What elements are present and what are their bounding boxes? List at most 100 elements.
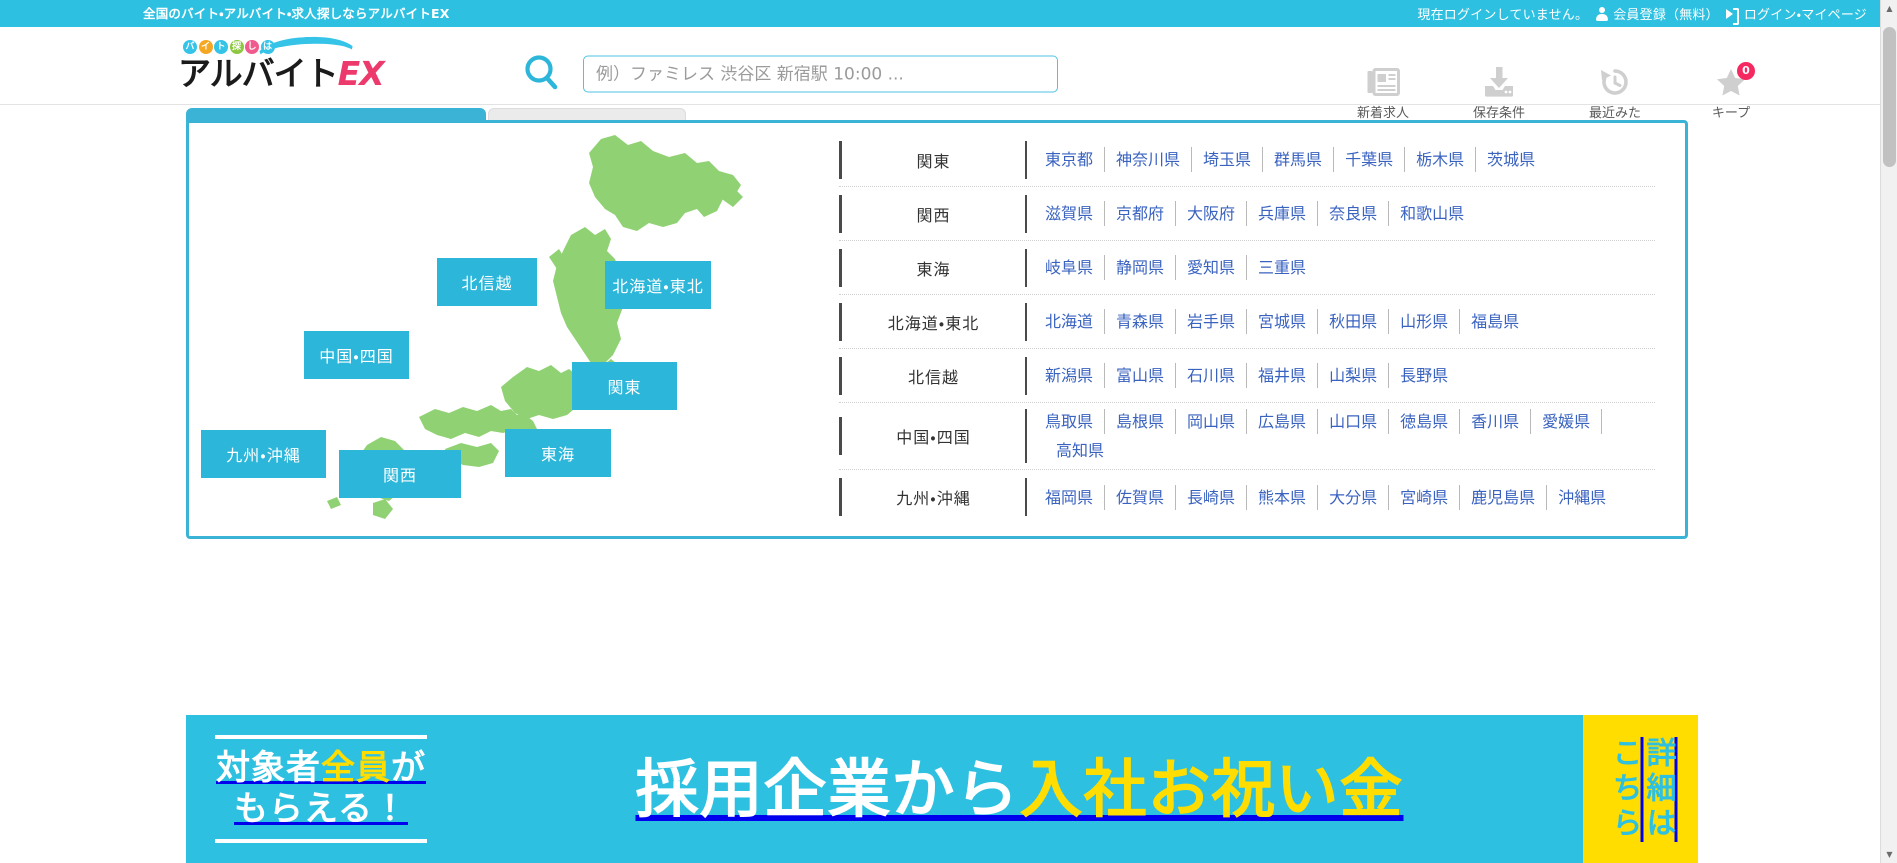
scroll-up-arrow[interactable]: ▲ [1886,4,1893,13]
map-label-kyushu-okinawa[interactable]: 九州・沖縄 [201,430,326,478]
tool-recently-viewed[interactable]: 最近みた [1579,65,1651,121]
prefecture-link[interactable]: 岐阜県 [1045,255,1106,280]
prefecture-link[interactable]: 大阪府 [1176,201,1248,226]
prefecture-link[interactable]: 広島県 [1247,409,1319,434]
prefecture-link[interactable]: 福島県 [1471,312,1520,331]
tool-new-jobs[interactable]: 新着求人 [1347,65,1419,121]
map-label-hokkaido-tohoku[interactable]: 北海道・東北 [605,261,711,309]
prefecture-link[interactable]: 高知県 [1056,441,1105,460]
register-link[interactable]: 会員登録（無料） [1595,4,1719,23]
prefecture-link[interactable]: 静岡県 [1105,255,1177,280]
prefecture-link[interactable]: 北海道 [1045,309,1106,334]
tool-label: 保存条件 [1472,106,1525,121]
logo-sub-char: バ [183,40,197,54]
prefecture-link[interactable]: 島根県 [1105,409,1177,434]
map-label-tokai[interactable]: 東海 [505,429,611,477]
site-tagline: 全国のバイト・アルバイト・求人探しならアルバイトEX [143,6,450,21]
region-name[interactable]: 関東 [839,140,1025,179]
region-name[interactable]: 北海道・東北 [839,302,1025,341]
logo-sub-char: 探 [229,40,244,54]
prefecture-link[interactable]: 岡山県 [1176,409,1248,434]
tab-active[interactable] [186,108,486,123]
prefecture-link[interactable]: 秋田県 [1318,309,1390,334]
area-search-panel: 北信越 北海道・東北 中国・四国 関東 東海 九州・沖縄 関西 関東 東京都 神… [186,120,1688,539]
prefecture-link[interactable]: 愛媛県 [1531,409,1603,434]
prefecture-link[interactable]: 奈良県 [1318,201,1390,226]
japan-map: 北信越 北海道・東北 中国・四国 関東 東海 九州・沖縄 関西 [189,123,829,536]
scroll-down-arrow[interactable]: ▼ [1886,850,1893,859]
prefecture-link[interactable]: 山梨県 [1318,363,1390,388]
prefecture-link[interactable]: 新潟県 [1045,363,1106,388]
logo-sub-char: し [245,40,259,54]
prefecture-link[interactable]: 石川県 [1176,363,1248,388]
prefecture-link[interactable]: 東京都 [1045,147,1106,172]
logo-sub-char: ト [214,40,228,54]
register-link-label: 会員登録（無料） [1613,8,1719,23]
map-label-text: 北信越 [461,274,513,293]
map-label-chugoku-shikoku[interactable]: 中国・四国 [304,331,409,379]
prefecture-link[interactable]: 佐賀県 [1105,484,1177,510]
prefecture-link[interactable]: 福井県 [1247,363,1319,388]
prefecture-link[interactable]: 滋賀県 [1045,201,1106,226]
scroll-thumb[interactable] [1883,27,1896,167]
region-name[interactable]: 中国・四国 [839,417,1025,455]
search-input[interactable] [583,55,1058,93]
prefecture-link[interactable]: 徳島県 [1389,409,1461,434]
map-label-hokushinetsu[interactable]: 北信越 [437,258,537,306]
prefecture-link[interactable]: 茨城県 [1487,150,1536,169]
prefecture-link[interactable]: 群馬県 [1263,147,1335,172]
prefecture-link[interactable]: 岩手県 [1176,309,1248,334]
prefecture-links: 東京都 神奈川県 埼玉県 群馬県 千葉県 栃木県 茨城県 [1025,140,1655,179]
logo-sub-char: は [260,40,275,54]
map-label-text: 東海 [540,445,575,464]
region-name[interactable]: 北信越 [839,356,1025,395]
prefecture-link[interactable]: 長崎県 [1176,484,1248,510]
prefecture-link[interactable]: 栃木県 [1405,147,1477,172]
prefecture-link[interactable]: 三重県 [1258,258,1307,277]
promo-banner[interactable]: 対象者全員が もらえる！ 採用企業から入社お祝い金 こちら 詳細は [186,715,1698,863]
prefecture-link[interactable]: 青森県 [1105,309,1177,334]
account-links: 現在ログインしていません。 会員登録（無料） ログイン・マイページ [1417,0,1867,27]
prefecture-link[interactable]: 福岡県 [1045,484,1106,510]
prefecture-link[interactable]: 山形県 [1389,309,1461,334]
prefecture-link[interactable]: 山口県 [1318,409,1390,434]
prefecture-link[interactable]: 兵庫県 [1247,201,1319,226]
tool-label: キープ [1711,106,1751,121]
page-scrollbar[interactable]: ▲ ▼ [1880,0,1897,863]
prefecture-link[interactable]: 神奈川県 [1105,147,1193,172]
prefecture-link[interactable]: 富山県 [1105,363,1177,388]
region-name[interactable]: 関西 [839,194,1025,233]
tool-saved-conditions[interactable]: 保存条件 [1463,65,1535,121]
prefecture-link[interactable]: 沖縄県 [1558,487,1607,507]
user-icon [1595,6,1608,21]
banner-rule-bottom [215,839,427,844]
prefecture-link[interactable]: 鳥取県 [1045,409,1106,434]
top-utility-bar: 全国のバイト・アルバイト・求人探しならアルバイトEX 現在ログインしていません。… [0,0,1897,27]
search-icon[interactable] [520,51,564,95]
prefecture-link[interactable]: 長野県 [1400,366,1449,385]
banner-cta-button[interactable]: こちら 詳細は [1583,715,1698,863]
prefecture-link[interactable]: 埼玉県 [1192,147,1264,172]
map-label-text: 関西 [382,466,417,485]
prefecture-link[interactable]: 宮崎県 [1389,484,1461,510]
map-label-kansai[interactable]: 関西 [339,450,461,498]
prefecture-link[interactable]: 千葉県 [1334,147,1406,172]
prefecture-link[interactable]: 香川県 [1460,409,1532,434]
tab-inactive[interactable] [488,108,686,123]
region-row: 北信越 新潟県 富山県 石川県 福井県 山梨県 長野県 [839,349,1655,403]
login-mypage-link[interactable]: ログイン・マイページ [1725,4,1867,25]
banner-main-yellow: 入社お祝い金 [1019,752,1404,826]
prefecture-link[interactable]: 和歌山県 [1400,204,1465,223]
region-name[interactable]: 東海 [839,248,1025,287]
tool-keep[interactable]: 0 キープ [1695,62,1767,121]
map-label-kanto[interactable]: 関東 [572,362,677,410]
prefecture-link[interactable]: 鹿児島県 [1460,484,1548,510]
prefecture-link[interactable]: 愛知県 [1176,255,1248,280]
site-logo[interactable]: バ イ ト 探 し は アルバイトEX [178,34,385,95]
region-name[interactable]: 九州・沖縄 [839,478,1025,516]
prefecture-link[interactable]: 大分県 [1318,484,1390,510]
banner-headline-post: が [391,747,426,788]
prefecture-link[interactable]: 京都府 [1105,201,1177,226]
prefecture-link[interactable]: 宮城県 [1247,309,1319,334]
prefecture-link[interactable]: 熊本県 [1247,484,1319,510]
